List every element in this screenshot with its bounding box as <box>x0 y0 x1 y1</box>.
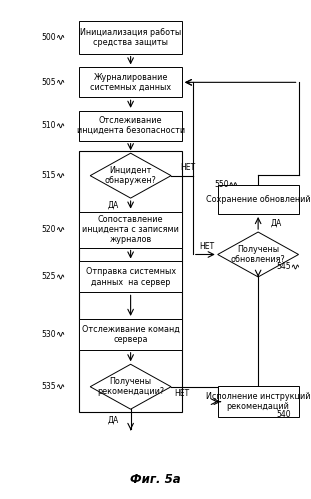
Text: Журналирование
системных данных: Журналирование системных данных <box>90 73 171 92</box>
Text: 530: 530 <box>41 330 56 339</box>
Text: Инцидент
обнаружен?: Инцидент обнаружен? <box>105 166 156 185</box>
Text: 535: 535 <box>41 382 56 391</box>
Text: 515: 515 <box>41 171 56 180</box>
Text: Отправка системных
данных  на сервер: Отправка системных данных на сервер <box>86 267 176 286</box>
Text: 550: 550 <box>214 180 229 189</box>
Text: Отслеживание
инцидента безопасности: Отслеживание инцидента безопасности <box>77 116 185 135</box>
FancyBboxPatch shape <box>79 319 182 350</box>
FancyBboxPatch shape <box>79 21 182 54</box>
Text: 525: 525 <box>41 272 56 281</box>
Text: Получены
рекомендации?: Получены рекомендации? <box>97 377 164 396</box>
Text: 505: 505 <box>41 78 56 87</box>
Text: Исполнение инструкций
рекомендаций: Исполнение инструкций рекомендаций <box>206 392 310 411</box>
FancyBboxPatch shape <box>79 67 182 97</box>
Text: 520: 520 <box>41 225 56 234</box>
Text: Получены
обновления?: Получены обновления? <box>231 245 285 264</box>
Text: 540: 540 <box>276 410 291 419</box>
FancyBboxPatch shape <box>79 261 182 292</box>
FancyBboxPatch shape <box>79 212 182 248</box>
Text: НЕТ: НЕТ <box>174 389 189 398</box>
Polygon shape <box>218 232 299 277</box>
Text: ДА: ДА <box>108 200 119 210</box>
Text: 510: 510 <box>41 121 56 130</box>
Text: 545: 545 <box>276 262 291 271</box>
Text: ДА: ДА <box>108 416 119 425</box>
Text: Инициализация работы
средства защиты: Инициализация работы средства защиты <box>80 28 181 47</box>
Polygon shape <box>90 364 171 409</box>
Text: 500: 500 <box>41 33 56 42</box>
Text: НЕТ: НЕТ <box>199 242 214 250</box>
Text: НЕТ: НЕТ <box>180 163 196 172</box>
Text: Сопоставление
инцидента с записями
журналов: Сопоставление инцидента с записями журна… <box>82 215 179 245</box>
FancyBboxPatch shape <box>218 386 299 417</box>
Text: Отслеживание команд
сервера: Отслеживание команд сервера <box>82 325 179 344</box>
Text: Сохранение обновлений: Сохранение обновлений <box>206 195 310 204</box>
Text: ДА: ДА <box>271 219 282 228</box>
FancyBboxPatch shape <box>79 111 182 141</box>
Text: Фиг. 5а: Фиг. 5а <box>130 473 181 486</box>
Polygon shape <box>90 153 171 198</box>
FancyBboxPatch shape <box>218 185 299 214</box>
